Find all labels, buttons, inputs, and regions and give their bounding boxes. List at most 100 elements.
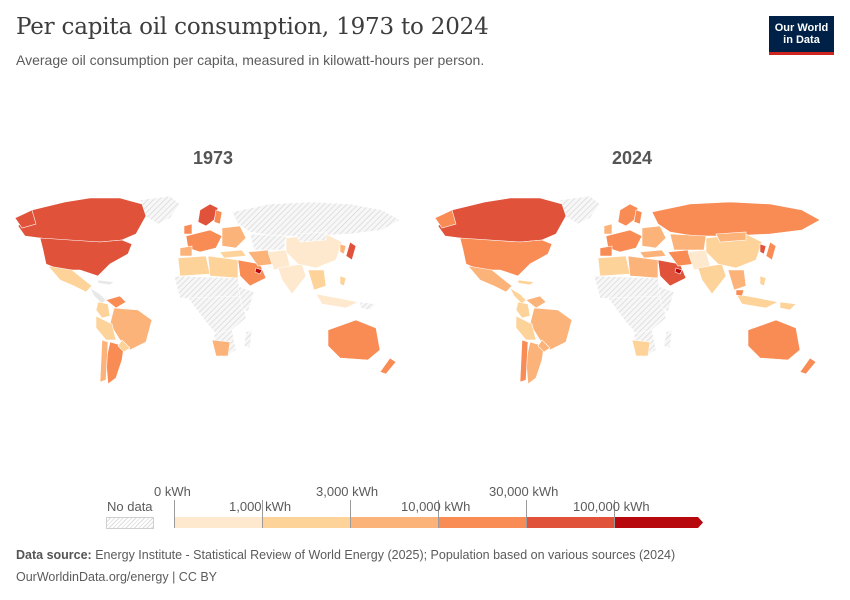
south-africa[interactable] bbox=[631, 339, 651, 357]
mexico[interactable] bbox=[467, 265, 513, 293]
papua[interactable] bbox=[779, 301, 797, 311]
peru-bolivia[interactable] bbox=[95, 315, 117, 341]
owid-logo[interactable]: Our World in Data bbox=[769, 16, 834, 55]
libya-egypt[interactable] bbox=[207, 255, 239, 279]
finland[interactable] bbox=[213, 209, 223, 225]
papua[interactable] bbox=[359, 301, 377, 311]
uk-ireland[interactable] bbox=[603, 223, 613, 235]
legend-bin-3[interactable] bbox=[350, 517, 438, 528]
chart-title: Per capita oil consumption, 1973 to 2024 bbox=[16, 14, 489, 40]
indonesia[interactable] bbox=[735, 293, 779, 309]
eastern-europe[interactable] bbox=[221, 225, 247, 249]
australia[interactable] bbox=[747, 319, 801, 361]
iberia[interactable] bbox=[599, 245, 613, 257]
legend-label-100000: 100,000 kWh bbox=[573, 499, 650, 514]
philippines[interactable] bbox=[759, 275, 767, 287]
scandinavia[interactable] bbox=[197, 203, 219, 227]
greenland[interactable] bbox=[139, 195, 181, 225]
gulf-states[interactable] bbox=[254, 267, 263, 275]
legend-tick-100000 bbox=[614, 500, 615, 528]
central-africa[interactable] bbox=[607, 295, 667, 335]
legend-bin-5[interactable] bbox=[526, 517, 614, 528]
australia[interactable] bbox=[327, 319, 381, 361]
uruguay-paraguay[interactable] bbox=[537, 339, 551, 353]
southeast-asia[interactable] bbox=[307, 269, 327, 291]
mongolia[interactable] bbox=[715, 231, 747, 243]
alaska[interactable] bbox=[434, 209, 457, 229]
legend-label-30000: 30,000 kWh bbox=[489, 484, 559, 499]
russia[interactable] bbox=[651, 201, 821, 237]
gulf-states[interactable] bbox=[674, 267, 683, 275]
canada[interactable] bbox=[437, 197, 567, 243]
legend-bin-1[interactable] bbox=[174, 517, 262, 528]
uk-ireland[interactable] bbox=[183, 223, 193, 235]
logo-line-1: Our World bbox=[774, 22, 829, 34]
turkey[interactable] bbox=[639, 249, 667, 259]
legend-tick-10000 bbox=[438, 500, 439, 528]
map-2024[interactable] bbox=[430, 190, 830, 390]
madagascar[interactable] bbox=[243, 329, 253, 349]
east-africa[interactable] bbox=[237, 285, 255, 313]
south-korea[interactable] bbox=[759, 243, 767, 255]
central-america[interactable] bbox=[509, 287, 527, 305]
chile[interactable] bbox=[99, 339, 109, 383]
usa[interactable] bbox=[459, 237, 553, 277]
legend-bin-4[interactable] bbox=[438, 517, 526, 528]
iberia[interactable] bbox=[179, 245, 193, 257]
central-america[interactable] bbox=[89, 287, 107, 305]
india[interactable] bbox=[697, 263, 727, 295]
north-africa[interactable] bbox=[597, 255, 631, 277]
alaska[interactable] bbox=[14, 209, 37, 229]
korea[interactable] bbox=[339, 243, 347, 255]
legend-no-data-swatch[interactable] bbox=[106, 517, 154, 529]
uruguay-paraguay[interactable] bbox=[117, 339, 131, 353]
libya-egypt[interactable] bbox=[627, 255, 659, 279]
kazakhstan[interactable] bbox=[669, 233, 707, 251]
south-africa[interactable] bbox=[211, 339, 231, 357]
chart-subtitle: Average oil consumption per capita, meas… bbox=[16, 52, 485, 68]
ussr[interactable] bbox=[231, 201, 401, 237]
southeast-asia[interactable] bbox=[727, 269, 747, 291]
japan[interactable] bbox=[765, 241, 777, 261]
philippines[interactable] bbox=[339, 275, 347, 287]
legend-no-data-label: No data bbox=[107, 499, 153, 514]
mexico[interactable] bbox=[47, 265, 93, 293]
indonesia[interactable] bbox=[315, 293, 359, 309]
central-asia[interactable] bbox=[249, 233, 287, 251]
north-africa[interactable] bbox=[177, 255, 211, 277]
legend-bin-2[interactable] bbox=[262, 517, 350, 528]
malaysia-singapore[interactable] bbox=[735, 289, 745, 297]
cuba[interactable] bbox=[517, 279, 535, 286]
data-source-text: Energy Institute - Statistical Review of… bbox=[95, 548, 676, 562]
madagascar[interactable] bbox=[663, 329, 673, 349]
peru-bolivia[interactable] bbox=[515, 315, 537, 341]
mongolia[interactable] bbox=[295, 231, 327, 243]
legend-label-10000: 10,000 kWh bbox=[401, 499, 471, 514]
new-zealand[interactable] bbox=[379, 357, 397, 375]
china[interactable] bbox=[705, 233, 763, 269]
chile[interactable] bbox=[519, 339, 529, 383]
legend-bin-6-arrow bbox=[614, 517, 703, 528]
turkey[interactable] bbox=[219, 249, 247, 259]
east-africa[interactable] bbox=[657, 285, 675, 313]
colombia[interactable] bbox=[95, 301, 111, 319]
india[interactable] bbox=[277, 263, 307, 295]
map-1973[interactable] bbox=[10, 190, 410, 390]
usa[interactable] bbox=[39, 237, 133, 277]
china[interactable] bbox=[285, 233, 343, 269]
eastern-europe[interactable] bbox=[641, 225, 667, 249]
legend-bin-6[interactable] bbox=[614, 517, 704, 528]
colombia[interactable] bbox=[515, 301, 531, 319]
cuba[interactable] bbox=[97, 279, 115, 286]
greenland[interactable] bbox=[559, 195, 601, 225]
source-url[interactable]: OurWorldinData.org/energy | CC BY bbox=[16, 570, 218, 584]
new-zealand[interactable] bbox=[799, 357, 817, 375]
map-2024-title: 2024 bbox=[612, 148, 653, 168]
central-africa[interactable] bbox=[187, 295, 247, 335]
scandinavia[interactable] bbox=[617, 203, 639, 227]
canada[interactable] bbox=[17, 197, 147, 243]
venezuela[interactable] bbox=[105, 295, 127, 309]
finland[interactable] bbox=[633, 209, 643, 225]
japan[interactable] bbox=[345, 241, 357, 261]
venezuela[interactable] bbox=[525, 295, 547, 309]
